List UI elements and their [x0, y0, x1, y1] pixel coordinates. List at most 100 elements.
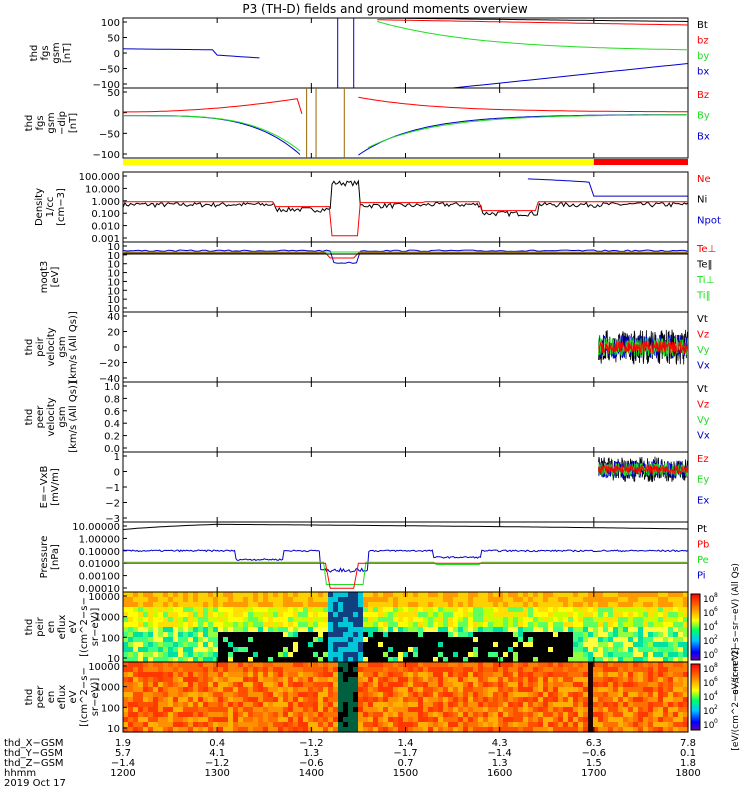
- y-tick-label: 0.100: [91, 209, 120, 220]
- y-tick-label: 1000: [95, 613, 120, 624]
- y-axis-label: [eV]: [50, 267, 61, 288]
- series-Ne: [123, 201, 688, 237]
- y-tick-label: 0.8: [104, 394, 120, 405]
- y-tick-label: 0: [114, 468, 120, 479]
- axis-value-y: 0.1: [680, 748, 696, 759]
- y-tick-label: −2: [105, 499, 120, 510]
- y-tick-label: 0: [114, 109, 120, 120]
- series-by: [377, 21, 688, 51]
- legend-Vx: Vx: [697, 361, 710, 372]
- y-axis-label: eV: [68, 690, 79, 703]
- legend-Pt: Pt: [697, 524, 707, 535]
- axis-value-y: −1.4: [488, 748, 512, 759]
- panel-peer_velocity: 1.00.8 0.60.4 0.20.0 thd peer velocity gsm [km/…: [24, 381, 710, 455]
- y-axis-label: Density: [34, 188, 45, 226]
- traces: [598, 329, 689, 365]
- colorbar: [690, 663, 701, 731]
- series-By: [123, 115, 301, 152]
- legend-Vy: Vy: [697, 415, 710, 426]
- axis-value-z: 1.5: [586, 758, 602, 769]
- y-tick-label: 0.2: [104, 432, 120, 443]
- legend-Vt: Vt: [697, 384, 708, 395]
- colorbar-exponent: 2: [714, 704, 718, 711]
- axis-value-z: 1.8: [680, 758, 696, 769]
- y-axis-label: fgs: [35, 115, 46, 130]
- panel-e_vxb: 1 0 −1 −2 −3 E=−VxB [mV/m] Ez Ey Ex: [39, 451, 709, 525]
- y-tick-label: 100: [101, 703, 120, 714]
- legend-Pe: Pe: [697, 555, 709, 566]
- axis-value-t: 1600: [487, 768, 512, 779]
- axis-row-label: thd_Y−GSM: [4, 748, 63, 759]
- y-tick-label: 0.00010: [79, 584, 120, 595]
- axis-value-x: 4.3: [492, 738, 508, 749]
- y-axis-label: thd: [24, 689, 35, 706]
- y-tick-label: −50: [99, 65, 120, 76]
- axis-value-t: 1400: [299, 768, 324, 779]
- legend-bz: bz: [697, 36, 709, 47]
- series-Bz: [123, 98, 303, 114]
- axis-value-x: 1.9: [115, 738, 131, 749]
- y-tick-label: 10: [107, 277, 120, 288]
- traces: [123, 88, 688, 158]
- series-noise-red: [598, 463, 689, 476]
- y-axis-label: velocity: [46, 327, 57, 366]
- y-axis-label: [(cm^2−s−: [79, 597, 90, 657]
- legend-Bx: Bx: [697, 131, 710, 142]
- y-axis-label: thd: [29, 45, 40, 62]
- y-axis-label: [nT]: [62, 43, 73, 63]
- y-axis-label: gsm: [57, 336, 68, 357]
- axis-value-z: 1.3: [492, 758, 508, 769]
- series-Pe: [123, 561, 688, 585]
- y-axis-label: −dip: [57, 111, 68, 135]
- colorbar-tick-label: 10: [703, 637, 715, 647]
- y-tick-label: 0.6: [104, 407, 120, 418]
- y-axis-label: thd: [24, 339, 35, 356]
- series-Pt: [122, 523, 689, 530]
- y-axis-label: gsm: [51, 42, 62, 63]
- y-axis-label: moqt3: [39, 261, 50, 294]
- axis-value-z: 0.7: [398, 758, 414, 769]
- colorbar-label: eV/(cm^2−s−sr−eV) (All Qs): [731, 563, 741, 695]
- y-tick-label: 1.00000: [79, 534, 120, 545]
- legend-Pi: Pi: [697, 571, 706, 582]
- legend-Vt: Vt: [697, 314, 708, 325]
- legend-Te‖: Te‖: [696, 260, 713, 271]
- y-tick-label: 40: [107, 312, 120, 323]
- y-tick-label: 1.000: [91, 197, 120, 208]
- axis-value-x: 6.3: [586, 738, 602, 749]
- traces: [122, 249, 689, 264]
- legend-Vz: Vz: [697, 400, 709, 411]
- y-tick-label: 0.010: [91, 222, 120, 233]
- y-axis-label: fgs: [40, 45, 51, 60]
- legend-Vy: Vy: [697, 345, 710, 356]
- y-axis-label: sr−eV)]: [90, 608, 101, 647]
- axis-value-x: 1.4: [398, 738, 414, 749]
- legend-By: By: [697, 111, 710, 122]
- traces: [122, 17, 689, 89]
- y-tick-label: 100: [101, 633, 120, 644]
- axis-value-y: −1.7: [393, 748, 417, 759]
- y-tick-label: 10000: [88, 592, 120, 603]
- y-axis-label: sr−eV)]: [90, 678, 101, 717]
- y-tick-label: 50: [107, 88, 120, 99]
- legend-Bt: Bt: [697, 20, 708, 31]
- series-Bt: [377, 17, 689, 22]
- colorbar-tick-label: 10: [703, 623, 715, 633]
- y-tick-label: 10: [107, 251, 120, 262]
- axis-row-label: hhmm: [4, 768, 36, 779]
- y-axis-label: [nPa]: [50, 544, 61, 570]
- y-tick-label: 0.10000: [79, 547, 120, 558]
- y-tick-label: −40: [99, 374, 120, 385]
- y-tick-label: 1.0: [104, 382, 120, 393]
- axis-value-x: −1.2: [299, 738, 323, 749]
- colorbar-tick-label: 10: [703, 665, 715, 675]
- colorbar-exponent: 8: [714, 592, 718, 599]
- y-axis-label: [km/s (All Qs)]: [68, 381, 79, 453]
- panel-frame: [122, 87, 689, 159]
- y-tick-label: 50: [107, 34, 120, 45]
- y-tick-label: 0: [114, 343, 120, 354]
